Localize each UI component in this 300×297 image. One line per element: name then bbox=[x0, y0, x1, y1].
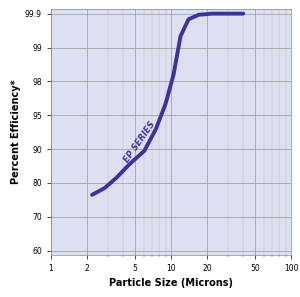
X-axis label: Particle Size (Microns): Particle Size (Microns) bbox=[109, 278, 233, 287]
Text: EP SERIES: EP SERIES bbox=[122, 120, 157, 165]
Y-axis label: Percent Efficiency*: Percent Efficiency* bbox=[11, 80, 21, 184]
